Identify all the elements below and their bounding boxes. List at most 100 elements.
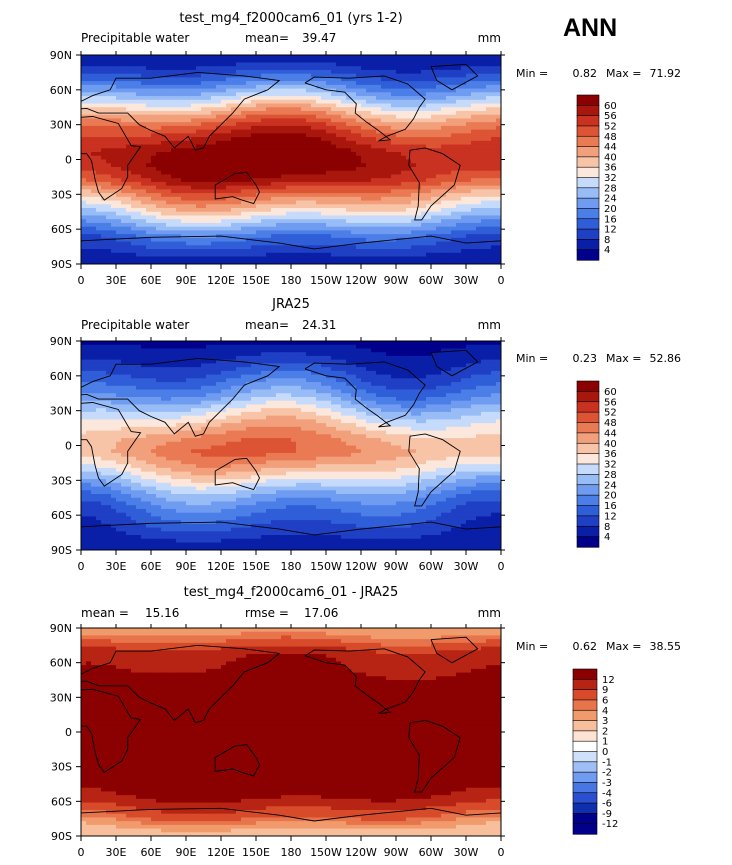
field-cell [481, 62, 487, 67]
field-cell [351, 66, 357, 71]
field-cell [401, 62, 407, 67]
field-cell [161, 84, 167, 90]
field-cell [276, 344, 282, 350]
field-cell [196, 170, 202, 176]
field-cell [121, 92, 127, 97]
field-cell [121, 208, 127, 213]
field-cell [346, 211, 352, 217]
field-cell [331, 344, 337, 350]
field-cell [291, 125, 297, 131]
field-cell [246, 249, 252, 254]
field-cell [366, 237, 372, 243]
field-cell [146, 62, 152, 67]
field-cell [241, 344, 247, 350]
field-cell [361, 140, 367, 146]
field-cell [261, 245, 267, 250]
field-cell [96, 181, 102, 187]
field-cell [256, 73, 262, 78]
field-cell [141, 252, 147, 258]
field-cell [336, 81, 342, 86]
field-cell [376, 226, 382, 232]
field-cell [91, 241, 97, 246]
field-cell [231, 140, 237, 146]
field-cell [416, 55, 422, 60]
field-cell [296, 237, 302, 243]
field-cell [401, 222, 407, 228]
field-cell [481, 99, 487, 105]
field-cell [381, 215, 387, 220]
field-cell [426, 84, 432, 90]
field-cell [401, 133, 407, 138]
field-cell [141, 96, 147, 101]
field-cell [396, 344, 402, 350]
field-cell [126, 166, 132, 172]
field-cell [446, 66, 452, 71]
field-cell [286, 341, 292, 346]
field-cell [216, 256, 222, 261]
field-cell [421, 77, 427, 82]
field-cell [81, 215, 87, 220]
field-cell [456, 96, 462, 101]
field-cell [236, 144, 242, 149]
field-cell [126, 211, 132, 217]
field-cell [101, 348, 107, 353]
field-cell [351, 234, 357, 239]
field-cell [291, 163, 297, 168]
field-cell [251, 152, 257, 157]
field-cell [151, 166, 157, 172]
field-cell [236, 96, 242, 101]
field-cell [316, 137, 322, 142]
field-cell [306, 125, 312, 131]
field-cell [121, 341, 127, 346]
field-cell [96, 208, 102, 213]
field-cell [111, 219, 117, 224]
field-cell [421, 137, 427, 142]
field-cell [361, 103, 367, 108]
field-cell [311, 241, 317, 246]
field-cell [466, 58, 472, 64]
field-cell [471, 148, 477, 153]
field-cell [336, 241, 342, 246]
field-cell [251, 137, 257, 142]
field-cell [131, 159, 137, 164]
field-cell [386, 174, 392, 179]
field-cell [481, 237, 487, 243]
field-cell [261, 137, 267, 142]
field-cell [231, 178, 237, 183]
field-cell [351, 155, 357, 161]
field-cell [81, 92, 87, 97]
field-cell [196, 107, 202, 112]
field-cell [241, 77, 247, 82]
field-cell [356, 219, 362, 224]
field-cell [371, 137, 377, 142]
field-cell [411, 193, 417, 198]
field-cell [261, 148, 267, 153]
field-cell [311, 73, 317, 78]
field-cell [101, 114, 107, 120]
field-cell [111, 189, 117, 194]
field-cell [366, 204, 372, 209]
field-cell [356, 125, 362, 131]
x-tick-label: 60E [141, 274, 162, 287]
field-cell [241, 219, 247, 224]
field-cell [386, 152, 392, 157]
field-cell [121, 62, 127, 67]
field-cell [201, 200, 207, 205]
field-cell [331, 133, 337, 138]
field-cell [156, 122, 162, 127]
field-cell [331, 129, 337, 134]
field-cell [396, 140, 402, 146]
field-cell [256, 77, 262, 82]
field-cell [486, 222, 492, 228]
field-cell [391, 170, 397, 176]
field-cell [411, 107, 417, 112]
field-cell [466, 159, 472, 164]
field-cell [151, 122, 157, 127]
field-cell [391, 341, 397, 346]
field-cell [266, 200, 272, 205]
field-cell [401, 178, 407, 183]
field-cell [481, 69, 487, 75]
field-cell [121, 234, 127, 239]
field-cell [291, 256, 297, 261]
field-cell [311, 163, 317, 168]
